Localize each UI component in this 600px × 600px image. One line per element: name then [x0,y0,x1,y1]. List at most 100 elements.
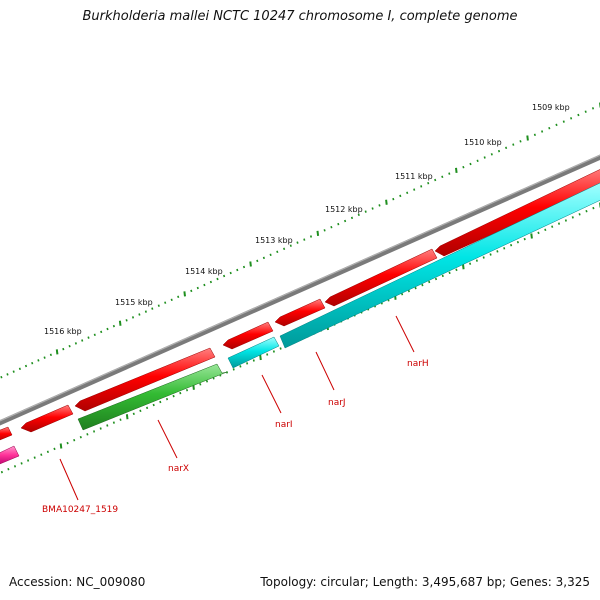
outer-ruler-minor-tick [131,316,135,319]
outer-ruler-minor-tick [203,283,206,287]
outer-ruler-minor-tick [81,339,84,342]
outer-ruler-minor-tick [216,277,219,281]
inner-ruler-minor-tick [503,247,506,250]
gene-narX[interactable] [77,363,228,431]
ruler-label-1515: 1515 kbp [115,298,153,307]
inner-ruler-minor-tick [132,412,135,416]
backbone-track [0,154,600,426]
inner-ruler-minor-tick [272,350,275,353]
outer-ruler-minor-tick [157,304,160,307]
outer-ruler-minor-tick [448,172,451,175]
inner-ruler-minor-tick [0,470,3,474]
inner-ruler-minor-tick [119,418,122,421]
inner-ruler-minor-tick [585,209,588,213]
outer-ruler-minor-tick [512,143,515,146]
ruler-label-1514: 1514 kbp [185,267,223,276]
outer-ruler-major-tick [118,320,122,326]
inner-ruler-minor-tick [407,289,410,293]
outer-ruler-minor-tick [591,107,595,110]
inner-ruler-minor-tick [544,228,547,232]
outer-ruler-minor-tick [87,336,90,339]
outer-ruler-minor-tick [519,140,522,143]
outer-ruler-major-tick [455,167,458,174]
gene-narH[interactable] [324,248,438,307]
inner-ruler-minor-tick [93,430,96,433]
outer-ruler-minor-tick [100,330,103,334]
gene-label-narX[interactable]: narX [168,464,189,474]
leader-narH [395,315,415,353]
inner-ruler-minor-tick [20,462,23,465]
outer-ruler-minor-tick [577,113,580,117]
outer-ruler-minor-tick [364,210,367,213]
outer-ruler-minor-tick [497,149,501,153]
inner-ruler-minor-tick [510,243,513,247]
inner-ruler-minor-tick [185,388,189,392]
inner-ruler-major-tick [259,354,262,361]
gene-narI[interactable] [222,321,274,350]
outer-ruler-minor-tick [357,213,360,217]
inner-ruler-minor-tick [159,400,162,404]
outer-ruler-minor-tick [138,313,141,316]
outer-ruler-minor-tick [344,219,347,223]
gene-label-BMA10247_1519[interactable]: BMA10247_1519 [42,505,118,515]
outer-ruler-minor-tick [170,298,173,302]
outer-ruler-minor-tick [584,110,587,113]
gene-label-narH[interactable]: narH [407,359,429,369]
gene-label-narI[interactable]: narI [275,420,293,430]
gene-BMA10247_1519[interactable] [0,445,20,466]
outer-ruler-minor-tick [31,361,34,365]
gene-cds-red-1[interactable] [0,426,13,442]
outer-ruler-minor-tick [378,204,381,207]
outer-ruler-minor-tick [406,191,409,195]
outer-ruler-minor-tick [18,367,21,371]
inner-ruler-minor-tick [179,391,182,395]
inner-ruler-minor-tick [482,256,485,259]
inner-ruler-minor-tick [496,250,499,253]
inner-ruler-minor-tick [225,371,229,374]
ruler-label-1511: 1511 kbp [395,172,433,181]
inner-ruler-minor-tick [106,424,109,427]
outer-ruler-minor-tick [490,153,493,156]
outer-ruler-minor-tick [223,274,226,278]
inner-ruler-minor-tick [279,347,282,350]
outer-ruler-major-tick [55,349,59,355]
reverse-strand-track [0,169,600,442]
gene-narJ[interactable] [274,298,326,327]
outer-ruler-minor-tick [209,280,212,284]
ruler-label-1513: 1513 kbp [255,236,293,245]
inner-ruler-minor-tick [592,206,595,210]
outer-ruler-minor-tick [330,225,333,229]
ruler-labels: 1509 kbp 1510 kbp 1511 kbp 1512 kbp 1513… [44,103,570,336]
outer-ruler-minor-tick [62,347,65,351]
inner-ruler-major-tick [462,264,465,270]
outer-ruler-minor-tick [151,307,154,310]
inner-ruler-minor-tick [112,421,115,424]
genome-title: Burkholderia mallei NCTC 10247 chromosom… [82,9,518,24]
inner-ruler-minor-tick [13,465,17,468]
inner-ruler-minor-tick [428,280,431,284]
outer-ruler-minor-tick [256,259,259,263]
inner-ruler-minor-tick [205,380,209,383]
outer-ruler-minor-tick [570,117,573,120]
gene-cds-red-3[interactable] [74,347,216,412]
inner-ruler-minor-tick [7,467,10,471]
inner-ruler-minor-tick [578,213,581,216]
outer-ruler-minor-tick [93,333,96,337]
inner-ruler-minor-tick [551,225,554,228]
ruler-label-1512: 1512 kbp [325,205,363,214]
outer-ruler-minor-tick [68,344,71,348]
outer-ruler-minor-tick [533,133,536,137]
gene-label-narJ[interactable]: narJ [328,398,346,408]
inner-ruler-minor-tick [79,435,82,439]
inner-ruler-minor-tick [239,365,242,368]
gene-cds-red-2[interactable] [20,404,74,433]
outer-ruler-minor-tick [144,310,147,313]
inner-ruler-minor-tick [557,222,561,225]
inner-ruler-minor-tick [152,403,155,407]
forward-strand-track [0,182,600,466]
gene-labels: narH narJ narI narX BMA10247_1519 [42,359,429,515]
gene-cds-cyan-2[interactable] [279,182,600,349]
gene-cds-cyan-1[interactable] [227,336,280,369]
gene-leader-lines [59,315,415,501]
inner-ruler-minor-tick [266,353,269,356]
